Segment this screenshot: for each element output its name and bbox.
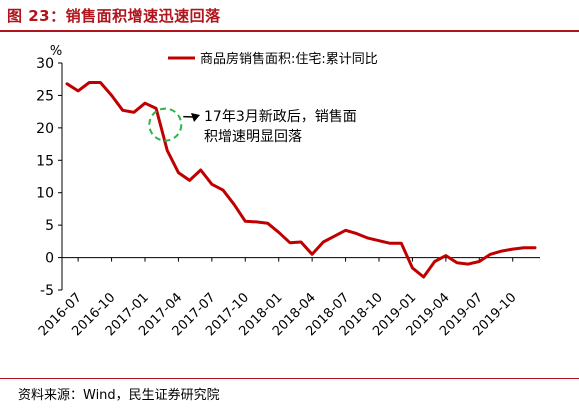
y-tick-label: 10 — [36, 186, 54, 202]
highlight-circle — [148, 107, 183, 142]
annotation-text: 17年3月新政后，销售面 — [204, 109, 357, 125]
annotation-text: 积增速明显回落 — [204, 129, 302, 145]
source-note: 资料来源：Wind，民生证券研究院 — [18, 388, 220, 403]
y-tick-label: -5 — [40, 283, 54, 299]
y-tick-label: 30 — [36, 56, 54, 72]
y-tick-label: 5 — [45, 218, 54, 234]
line-chart: %-50510152025302016-072016-102017-012017… — [36, 44, 540, 339]
y-tick-label: 15 — [36, 153, 54, 169]
y-tick-label: 20 — [36, 121, 54, 137]
y-unit-label: % — [50, 44, 62, 59]
title-divider — [0, 30, 579, 32]
annotation-arrow-head — [191, 113, 200, 122]
series-line — [65, 81, 537, 279]
legend-label: 商品房销售面积:住宅:累计同比 — [200, 51, 378, 67]
source-divider — [0, 378, 579, 379]
chart-title: 图 23：销售面积增速迅速回落 — [7, 7, 221, 25]
y-tick-label: 25 — [36, 88, 54, 104]
y-tick-label: 0 — [45, 251, 54, 267]
